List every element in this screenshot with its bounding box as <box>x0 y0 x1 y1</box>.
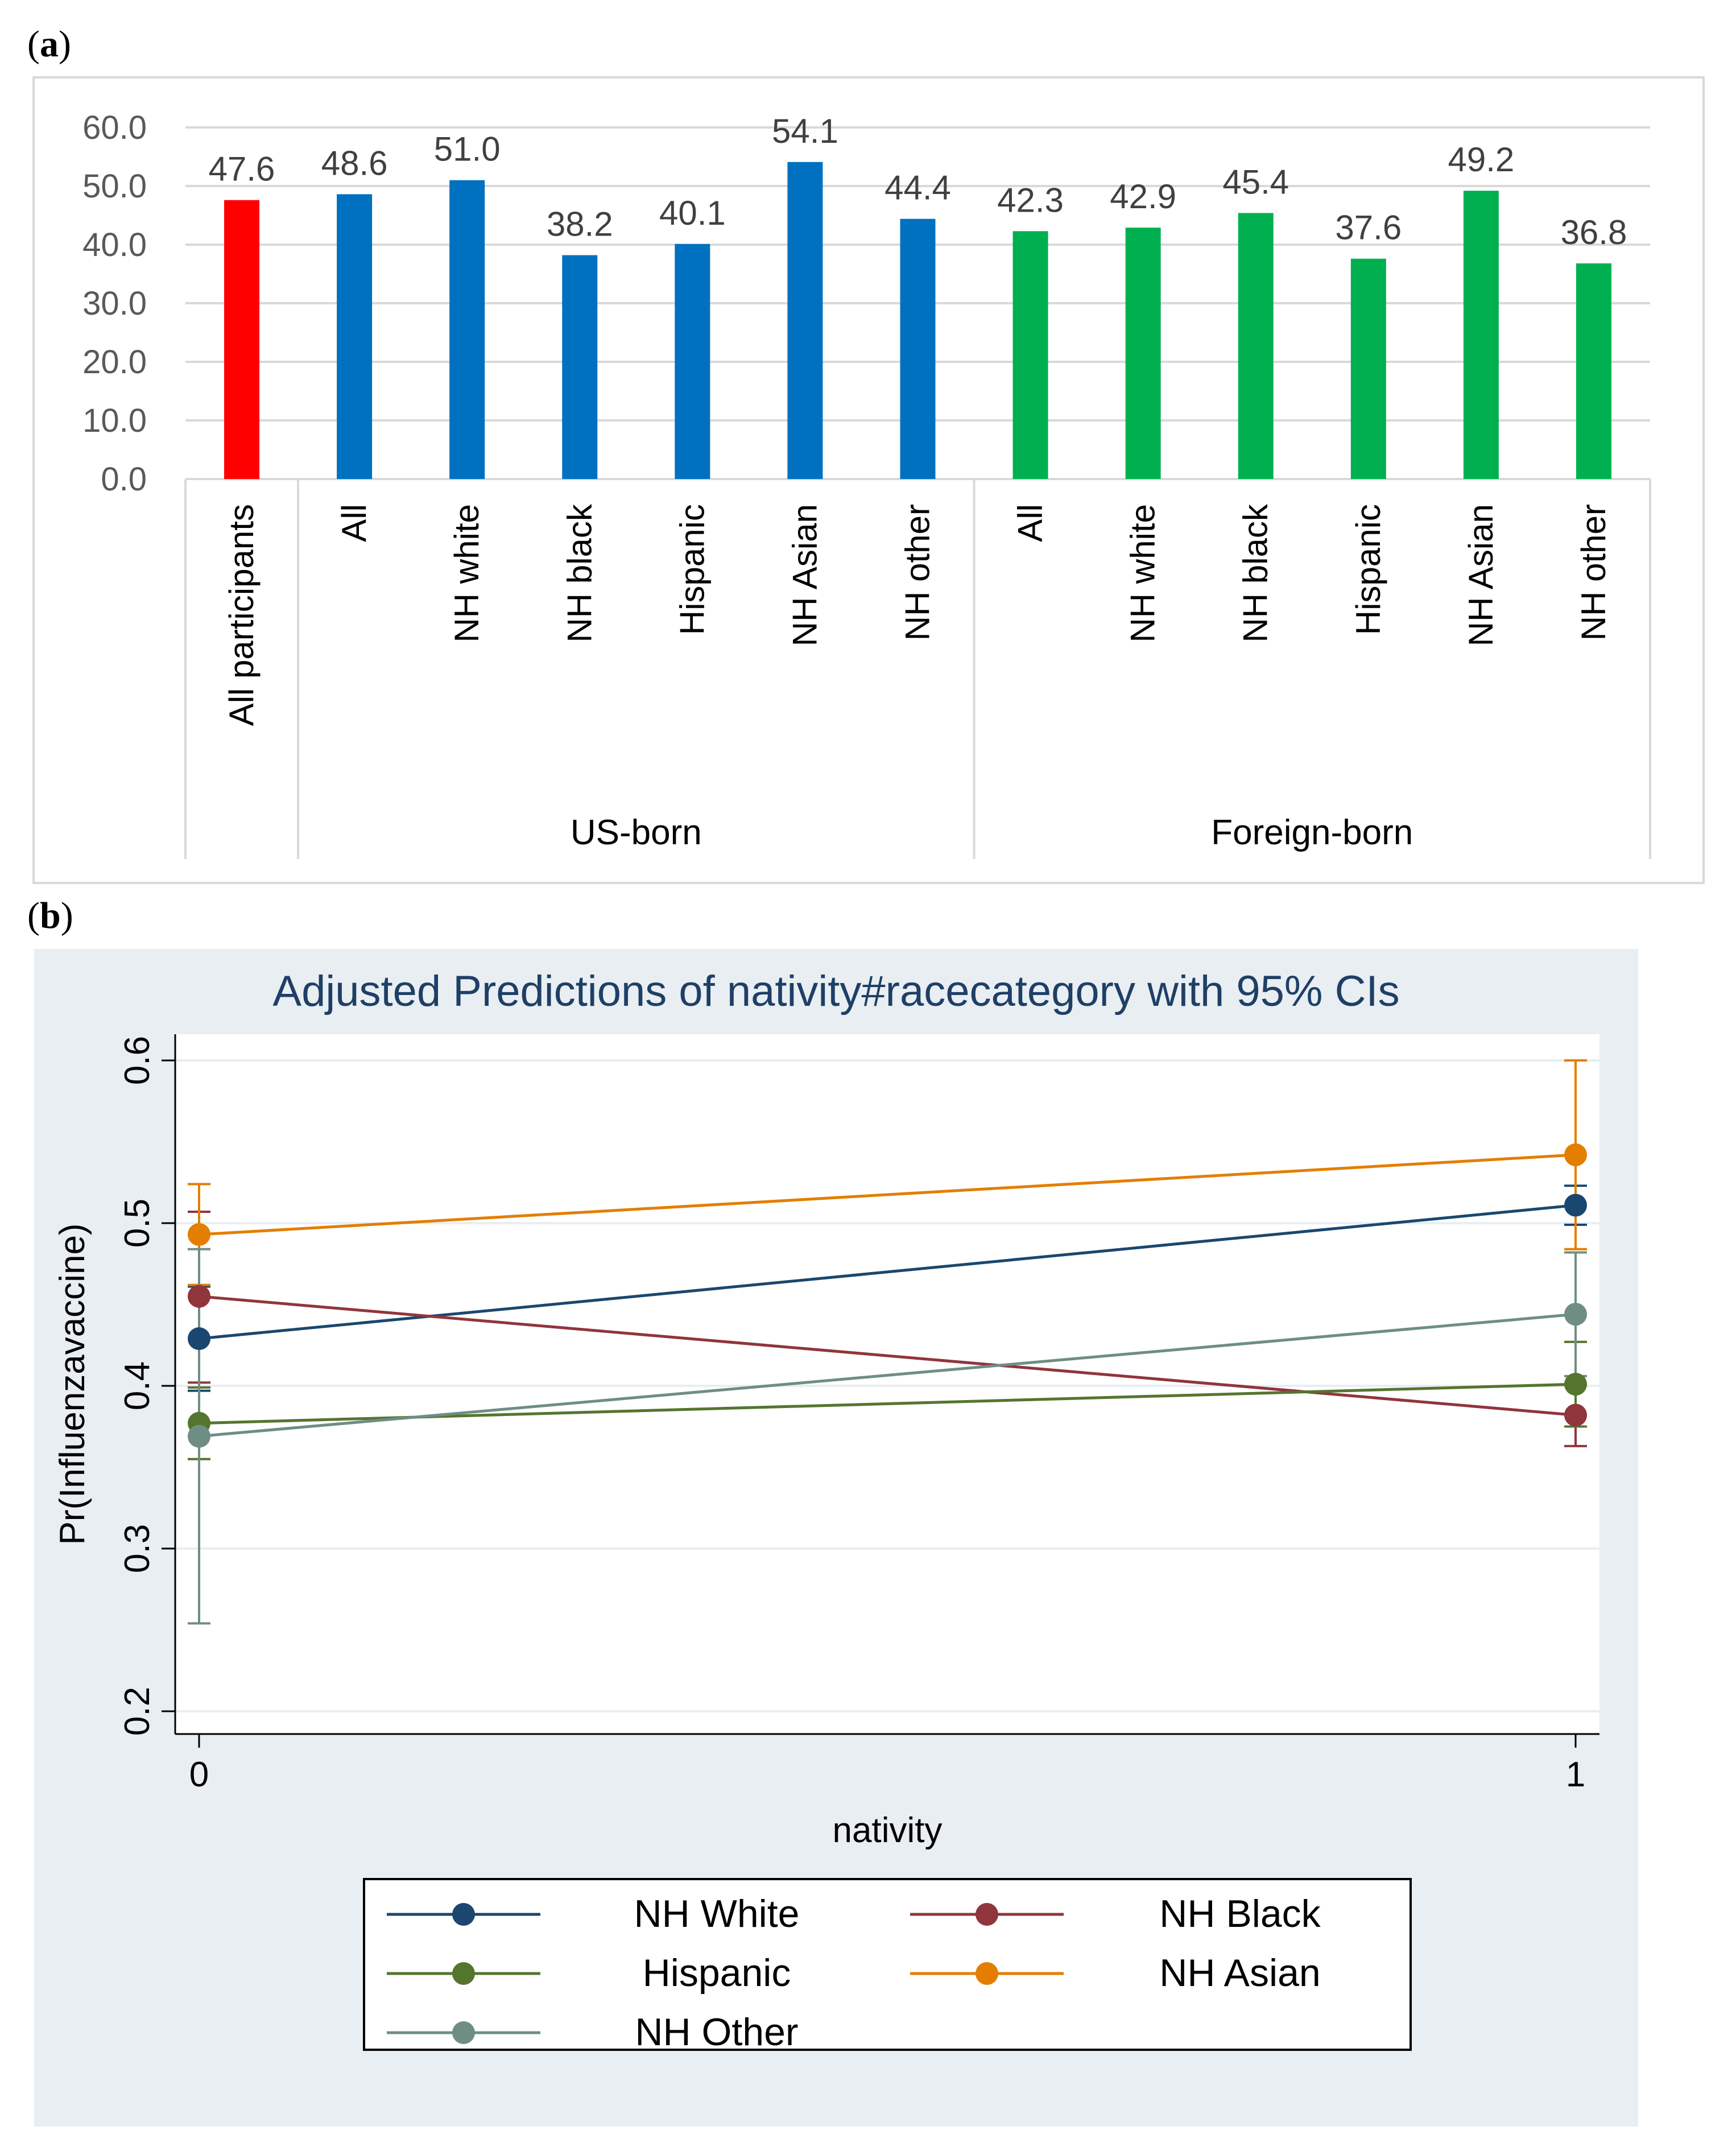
category-label: All <box>1011 504 1049 542</box>
legend-marker <box>452 2021 475 2044</box>
bar <box>1125 228 1161 479</box>
bar-chart-panel: 0.0 10.0 20.0 30.0 40.0 50.0 60.0 47.6 48.6 51.0 3… <box>32 76 1705 884</box>
category-label: All participants <box>222 504 261 726</box>
y-axis-label: Pr(Influenzavaccine) <box>53 1223 92 1545</box>
legend-label: NH White <box>634 1892 800 1935</box>
bar <box>224 200 260 479</box>
y-tick-label: 40.0 <box>82 226 147 263</box>
data-label: 40.1 <box>659 194 726 232</box>
y-tick-label: 0.6 <box>118 1036 157 1085</box>
category-label: Hispanic <box>673 504 711 635</box>
category-label: NH white <box>448 504 486 642</box>
data-label: 37.6 <box>1335 209 1402 247</box>
bar <box>1350 258 1386 479</box>
series-line <box>199 1295 1576 1417</box>
legend-box <box>363 1878 1412 2051</box>
series-line <box>199 1153 1576 1236</box>
bar <box>1238 213 1274 479</box>
x-tick-label: 1 <box>1566 1755 1585 1794</box>
bar-chart: 0.0 10.0 20.0 30.0 40.0 50.0 60.0 47.6 48.6 51.0 3… <box>82 109 1651 859</box>
line-chart-panel: Adjusted Predictions of nativity#racecat… <box>34 949 1638 2127</box>
bar <box>787 162 823 479</box>
bar <box>337 194 373 479</box>
panel-b-label: (b) <box>27 895 73 936</box>
y-tick-label: 20.0 <box>82 344 147 381</box>
data-point <box>1564 1143 1587 1166</box>
data-label: 45.4 <box>1222 163 1289 201</box>
data-label: 51.0 <box>434 130 501 168</box>
panel-a-label: (a) <box>27 23 71 65</box>
data-label: 42.9 <box>1110 177 1176 216</box>
data-label: 38.2 <box>547 205 613 243</box>
data-label: 49.2 <box>1448 141 1514 179</box>
legend-marker <box>976 1903 998 1926</box>
data-point <box>188 1425 210 1448</box>
group-label: Foreign-born <box>1211 813 1413 852</box>
bar <box>675 243 710 479</box>
data-point <box>1564 1303 1587 1326</box>
y-tick-label: 50.0 <box>82 168 147 205</box>
category-label: NH Asian <box>1462 504 1500 646</box>
y-tick-label: 0.5 <box>118 1199 157 1248</box>
data-label: 47.6 <box>209 150 275 188</box>
y-tick-label: 0.0 <box>101 461 147 498</box>
x-axis-label: nativity <box>833 1811 943 1850</box>
bar <box>1463 191 1499 479</box>
bar <box>449 180 485 479</box>
category-label: NH other <box>1574 504 1613 641</box>
y-tick-label: 0.3 <box>118 1524 157 1573</box>
data-label: 44.4 <box>884 169 951 207</box>
legend-marker <box>452 1903 475 1926</box>
data-point <box>1564 1373 1587 1396</box>
legend-label: Hispanic <box>643 1951 791 1995</box>
category-label: NH other <box>899 504 937 641</box>
bar <box>1012 231 1048 479</box>
data-label: 48.6 <box>321 144 388 182</box>
y-tick-label: 10.0 <box>82 402 147 439</box>
category-label: NH black <box>560 503 598 642</box>
data-point <box>188 1285 210 1308</box>
series-line <box>199 1312 1576 1438</box>
line-chart: Adjusted Predictions of nativity#racecat… <box>53 967 1599 2054</box>
y-tick-label: 60.0 <box>82 109 147 146</box>
data-label: 42.3 <box>997 181 1064 219</box>
data-label: 36.8 <box>1561 213 1627 251</box>
category-label: Hispanic <box>1349 504 1387 635</box>
bar <box>562 255 598 479</box>
x-tick-label: 0 <box>189 1755 209 1794</box>
plot-area <box>175 1034 1599 1734</box>
data-label: 54.1 <box>772 112 838 150</box>
legend-label: NH Asian <box>1159 1951 1320 1995</box>
category-label: NH Asian <box>786 504 824 646</box>
chart-title: Adjusted Predictions of nativity#racecat… <box>272 967 1399 1015</box>
category-label: All <box>335 504 373 542</box>
y-tick-label: 0.4 <box>118 1361 157 1410</box>
legend-label: NH Other <box>635 2010 798 2054</box>
legend-marker <box>452 1962 475 1985</box>
y-tick-label: 0.2 <box>118 1687 157 1736</box>
data-point <box>1564 1403 1587 1427</box>
legend-label: NH Black <box>1159 1892 1321 1935</box>
bar <box>1576 263 1611 479</box>
data-point <box>188 1223 210 1246</box>
category-label: NH white <box>1124 504 1162 642</box>
data-point <box>188 1327 210 1351</box>
y-tick-label: 30.0 <box>82 285 147 322</box>
bar <box>900 218 936 479</box>
legend-marker <box>976 1962 998 1985</box>
category-label: NH black <box>1237 503 1275 642</box>
group-label: US-born <box>571 813 702 852</box>
data-point <box>1564 1194 1587 1217</box>
